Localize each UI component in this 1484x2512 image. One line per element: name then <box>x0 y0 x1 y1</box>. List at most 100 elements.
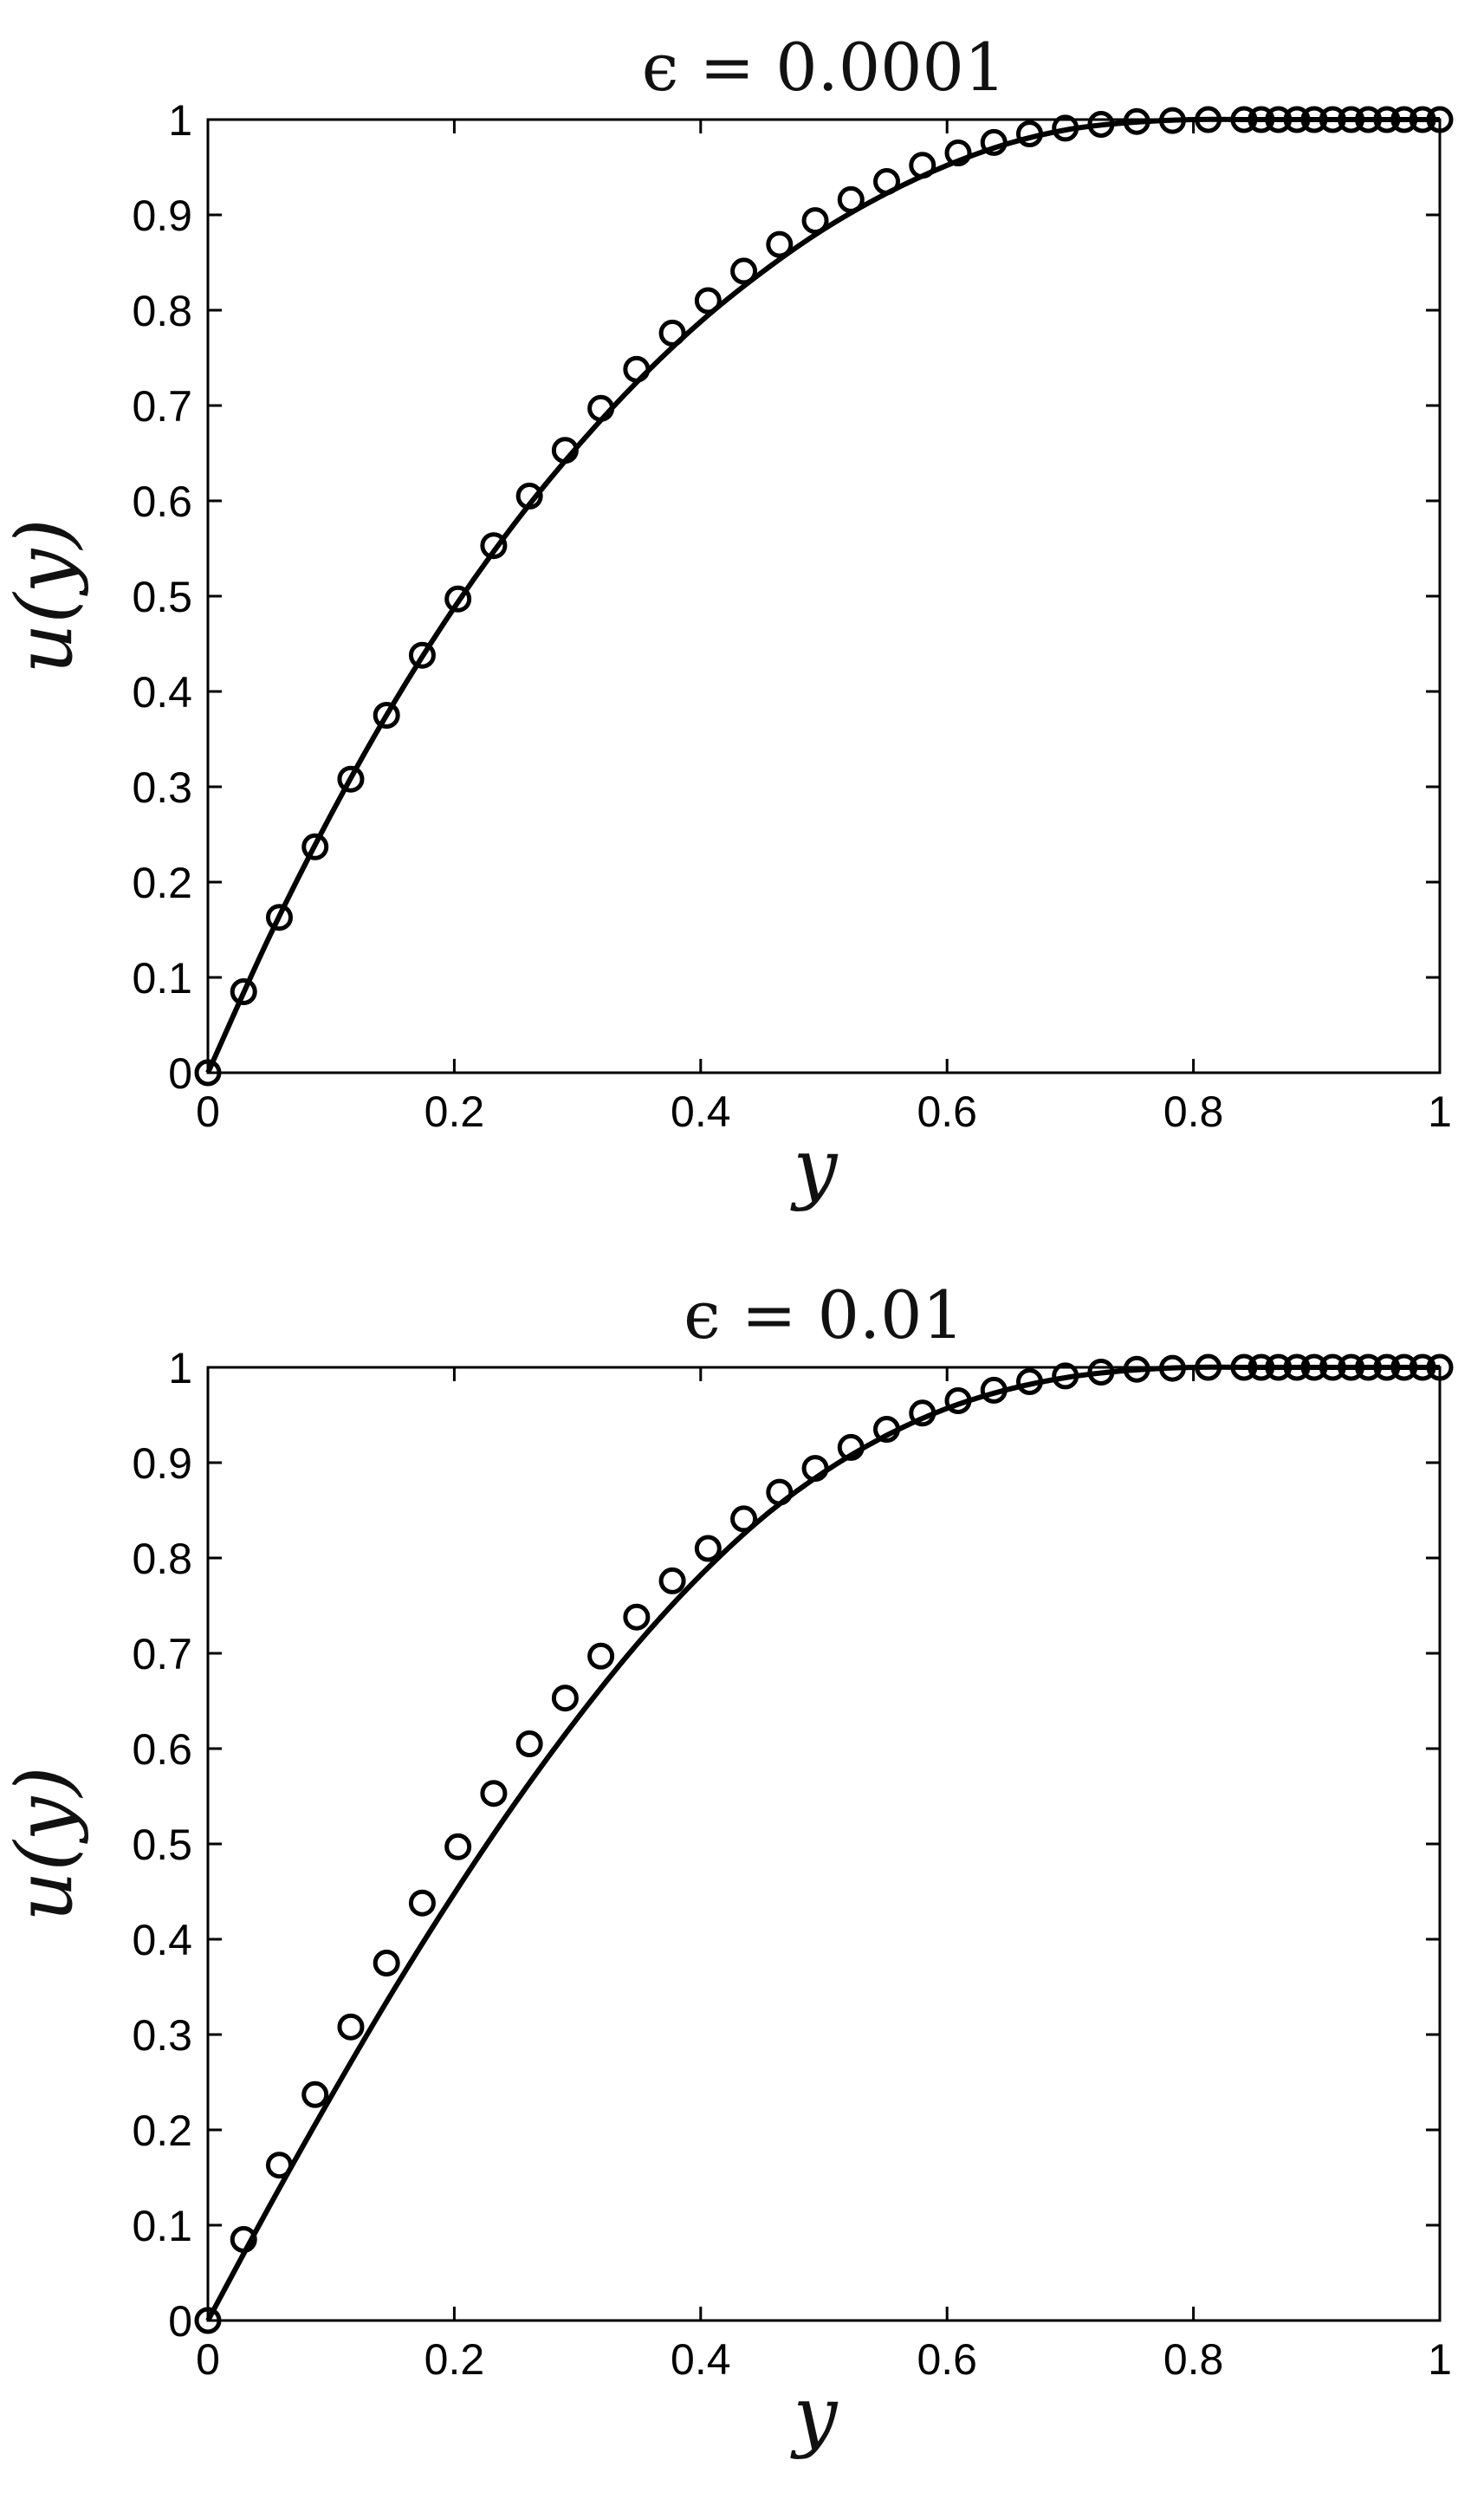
data-point-marker <box>730 1505 758 1533</box>
x-tick-label: 1 <box>1428 1087 1452 1136</box>
data-point-marker <box>658 1567 686 1594</box>
data-point-marker <box>694 1535 722 1562</box>
solution-curve <box>205 1364 1440 2322</box>
data-point-marker <box>1283 1353 1311 1381</box>
data-point-marker <box>801 207 829 235</box>
x-tick-label: 0.6 <box>917 2335 977 2384</box>
data-point-marker <box>1195 106 1222 133</box>
data-point-marker <box>1230 1353 1258 1381</box>
y-tick-label: 1 <box>168 1344 192 1392</box>
x-tick-label: 0 <box>196 2335 220 2384</box>
y-tick-label: 0 <box>168 1049 192 1098</box>
data-point-marker <box>980 128 1008 156</box>
data-point-marker <box>1355 1353 1383 1381</box>
data-point-marker <box>301 833 329 860</box>
data-point-marker <box>623 1603 651 1631</box>
data-point-marker <box>873 1416 901 1443</box>
data-point-marker <box>1373 106 1401 133</box>
x-tick-label: 0.8 <box>1163 1087 1224 1136</box>
data-point-marker <box>944 1387 972 1414</box>
x-tick-label: 0.4 <box>671 1087 731 1136</box>
data-point-marker <box>1409 1353 1436 1381</box>
y-tick-label: 0.8 <box>132 1535 192 1583</box>
y-tick-label: 0.6 <box>132 477 192 526</box>
data-point-marker <box>1338 1353 1365 1381</box>
y-tick-label: 1 <box>168 96 192 145</box>
data-point-marker <box>1265 1353 1293 1381</box>
data-point-marker <box>1195 1353 1222 1381</box>
x-tick-label: 1 <box>1428 2335 1452 2384</box>
data-point-marker <box>265 904 293 931</box>
data-point-marker <box>587 1642 615 1670</box>
y-tick-label: 0.1 <box>132 2202 192 2250</box>
y-tick-label: 0 <box>168 2297 192 2346</box>
x-tick-label: 0.2 <box>424 2335 485 2384</box>
x-tick-label: 0 <box>196 1087 220 1136</box>
chart-title: ϵ = 0.0001 <box>642 29 1007 106</box>
data-point-marker <box>1426 106 1454 133</box>
data-point-marker <box>1390 106 1418 133</box>
data-point-marker <box>1123 1355 1150 1383</box>
y-tick-label: 0.4 <box>132 668 192 717</box>
data-point-marker <box>837 185 865 213</box>
data-point-marker <box>694 287 722 315</box>
data-point-marker <box>730 257 758 285</box>
data-point-marker <box>551 1684 579 1712</box>
data-point-marker <box>980 1376 1008 1404</box>
bottom-chart-panel: 0 0.2 0.4 0.6 0.8 1 0 0.1 0.2 0.3 0.4 0.5 0.6 0.7 0.8 0… <box>0 1276 1454 2461</box>
y-tick-label: 0.9 <box>132 1439 192 1488</box>
data-point-marker <box>1409 106 1436 133</box>
data-point-marker <box>1052 114 1079 142</box>
y-axis-label: u(y) <box>0 518 90 673</box>
data-point-marker <box>1426 1353 1454 1381</box>
data-point-marker <box>1338 106 1365 133</box>
data-point-marker <box>766 1478 794 1506</box>
data-point-marker <box>1300 1353 1328 1381</box>
x-tick-label: 0.6 <box>917 1087 977 1136</box>
y-tick-label: 0.3 <box>132 2011 192 2060</box>
data-point-marker <box>658 319 686 347</box>
data-point-marker <box>623 355 651 383</box>
data-point-marker <box>873 168 901 195</box>
data-point-marker <box>230 978 257 1005</box>
y-tick-label: 0.4 <box>132 1916 192 1964</box>
data-point-marker <box>1087 1359 1115 1386</box>
x-axis-label: y <box>790 2370 839 2461</box>
data-point-marker <box>373 702 400 729</box>
y-tick-label: 0.7 <box>132 1630 192 1678</box>
data-point-marker <box>408 1889 436 1917</box>
y-tick-label: 0.5 <box>132 573 192 621</box>
data-point-marker <box>1300 106 1328 133</box>
data-point-marker <box>766 230 794 258</box>
data-point-marker <box>515 483 543 510</box>
data-point-marker <box>1355 106 1383 133</box>
y-tick-label: 0.9 <box>132 191 192 240</box>
data-point-marker <box>444 1833 472 1860</box>
data-point-marker <box>337 2013 365 2041</box>
data-point-marker <box>480 532 508 560</box>
data-point-marker <box>373 1950 400 1976</box>
y-tick-label: 0.1 <box>132 954 192 1003</box>
data-point-marker <box>1230 106 1258 133</box>
data-point-marker <box>909 1399 936 1427</box>
data-point-marker <box>515 1730 543 1757</box>
solution-curve <box>205 116 1440 1074</box>
data-point-marker <box>1319 106 1346 133</box>
data-point-marker <box>408 641 436 669</box>
data-point-marker <box>1247 106 1275 133</box>
y-tick-label: 0.5 <box>132 1821 192 1869</box>
data-point-marker <box>909 152 936 179</box>
data-point-marker <box>1265 106 1293 133</box>
y-tick-label: 0.3 <box>132 763 192 812</box>
data-point-marker <box>1158 107 1186 134</box>
plot-frame <box>206 1366 1442 2322</box>
data-point-marker <box>1052 1362 1079 1390</box>
plot-frame <box>206 118 1442 1074</box>
x-tick-label: 0.4 <box>671 2335 731 2384</box>
data-point-marker <box>265 2152 293 2179</box>
data-point-marker <box>837 1433 865 1461</box>
data-point-marker <box>230 2226 257 2253</box>
data-point-marker <box>551 437 579 464</box>
data-point-marker <box>587 394 615 422</box>
